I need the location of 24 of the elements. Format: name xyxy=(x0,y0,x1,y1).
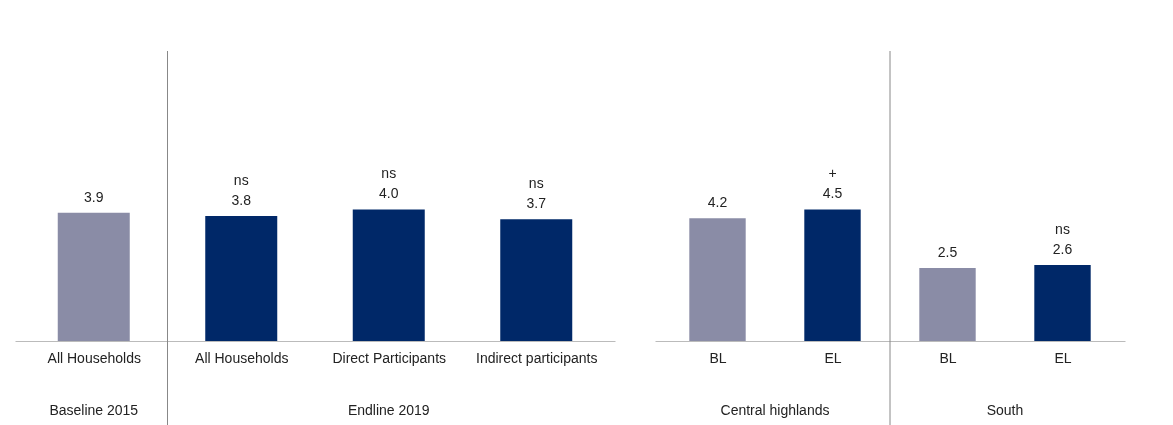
x-tick-label: BL xyxy=(709,349,727,366)
bar xyxy=(1034,264,1091,341)
text: ns 4.0 xyxy=(379,165,399,202)
text: Baseline 2015 xyxy=(49,402,139,418)
text: ns 3.8 xyxy=(231,172,251,208)
text: South xyxy=(986,402,1024,418)
text: + 4.5 xyxy=(822,165,843,202)
text: ns 3.7 xyxy=(526,175,546,212)
x-tick-label: All Households xyxy=(47,349,141,366)
x-tick-label: EL xyxy=(824,349,842,366)
data-label: 4.2 xyxy=(707,194,728,211)
x-tick-label: All Households xyxy=(195,349,289,366)
bar xyxy=(804,209,861,341)
x-tick-label: Indirect participants xyxy=(476,349,598,366)
text: Endline 2019 xyxy=(347,402,430,418)
x-tick-label: EL xyxy=(1054,349,1072,366)
x-tick-label: BL xyxy=(939,349,957,366)
bar xyxy=(919,267,976,341)
x-tick-label: Direct Participants xyxy=(332,349,447,366)
bar xyxy=(689,218,746,341)
text: ns 2.6 xyxy=(1052,220,1073,257)
text: Central highlands xyxy=(720,402,830,418)
data-label: 3.9 xyxy=(84,188,104,205)
data-label: 2.5 xyxy=(937,243,958,260)
